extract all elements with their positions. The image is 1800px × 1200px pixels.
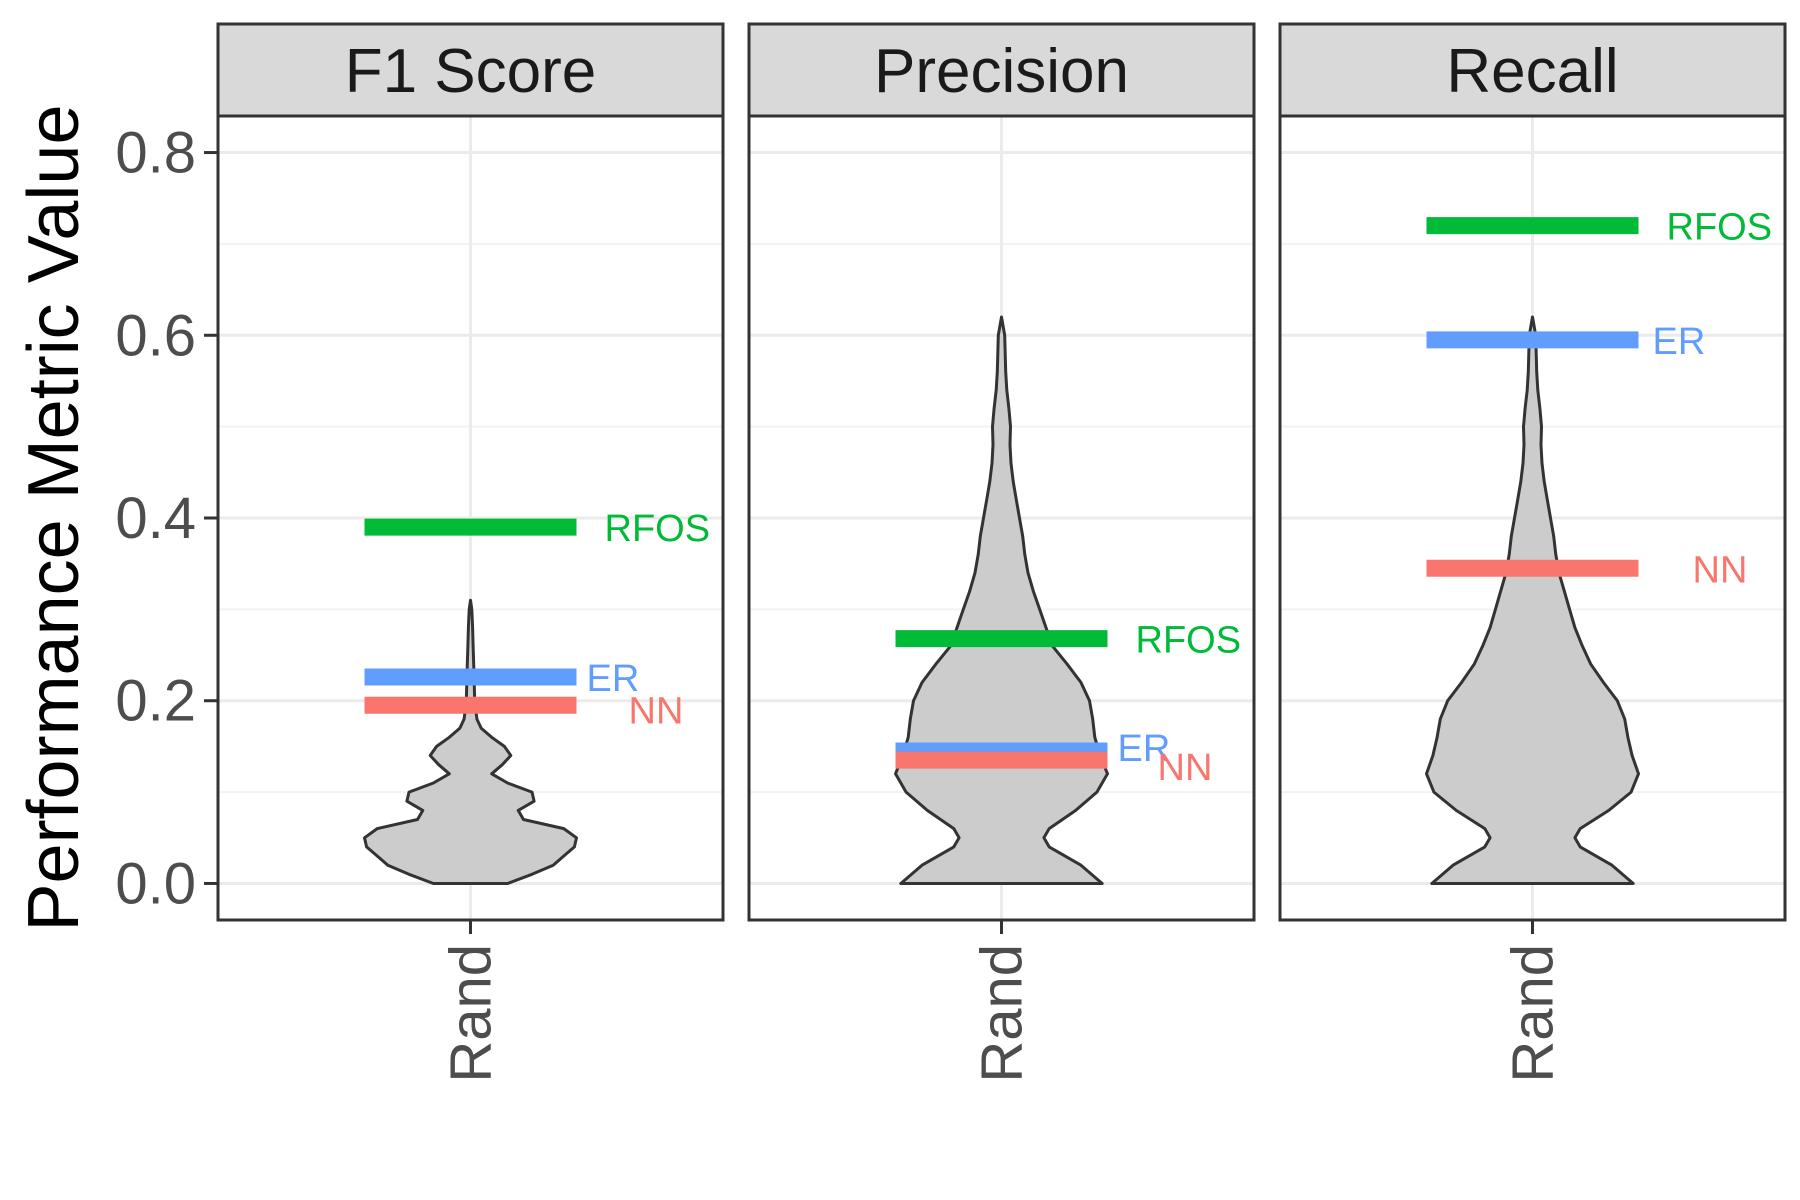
facet-strip bbox=[216, 22, 725, 118]
reference-label-nn: NN bbox=[1693, 549, 1748, 591]
reference-label-nn: NN bbox=[629, 690, 684, 732]
facet-strip-label: F1 Score bbox=[345, 37, 597, 106]
x-tick-label: Rand bbox=[439, 944, 504, 1083]
reference-label-er: ER bbox=[1653, 321, 1706, 363]
y-tick-label: 0.6 bbox=[115, 303, 196, 368]
y-tick-label: 0.4 bbox=[115, 486, 196, 551]
x-tick-label: Rand bbox=[970, 944, 1035, 1083]
facet-strip-label: Recall bbox=[1446, 37, 1618, 106]
reference-label-rfos: RFOS bbox=[1136, 620, 1242, 662]
reference-label-er: ER bbox=[1118, 728, 1171, 770]
violin-shape bbox=[363, 598, 578, 885]
facet-strip-label: Precision bbox=[874, 37, 1129, 106]
reference-label-er: ER bbox=[587, 658, 640, 700]
violin-shape bbox=[1425, 315, 1640, 885]
facet-panel: Recall Rand bbox=[1278, 22, 1787, 1083]
y-tick-label: 0.8 bbox=[115, 121, 196, 186]
x-tick-label: Rand bbox=[1501, 944, 1566, 1083]
y-tick-label: 0.2 bbox=[115, 669, 196, 734]
y-tick-label: 0.0 bbox=[115, 851, 196, 916]
facet-panel: F1 Score Rand bbox=[216, 22, 725, 1083]
facet-panel: Precision Rand bbox=[747, 22, 1256, 1083]
reference-label-rfos: RFOS bbox=[605, 508, 711, 550]
y-axis-label: Performance Metric Value bbox=[14, 105, 94, 932]
facet-strip bbox=[747, 22, 1256, 118]
violin-shape bbox=[894, 315, 1109, 885]
facet-strip bbox=[1278, 22, 1787, 118]
reference-label-rfos: RFOS bbox=[1667, 207, 1773, 249]
facet-panels: F1 Score Rand Precision Rand Recall Rand RFOS E… bbox=[216, 22, 1787, 1083]
y-axis: 0.0 0.2 0.4 0.6 0.8 bbox=[115, 121, 218, 916]
reference-label-nn: NN bbox=[1158, 747, 1213, 789]
